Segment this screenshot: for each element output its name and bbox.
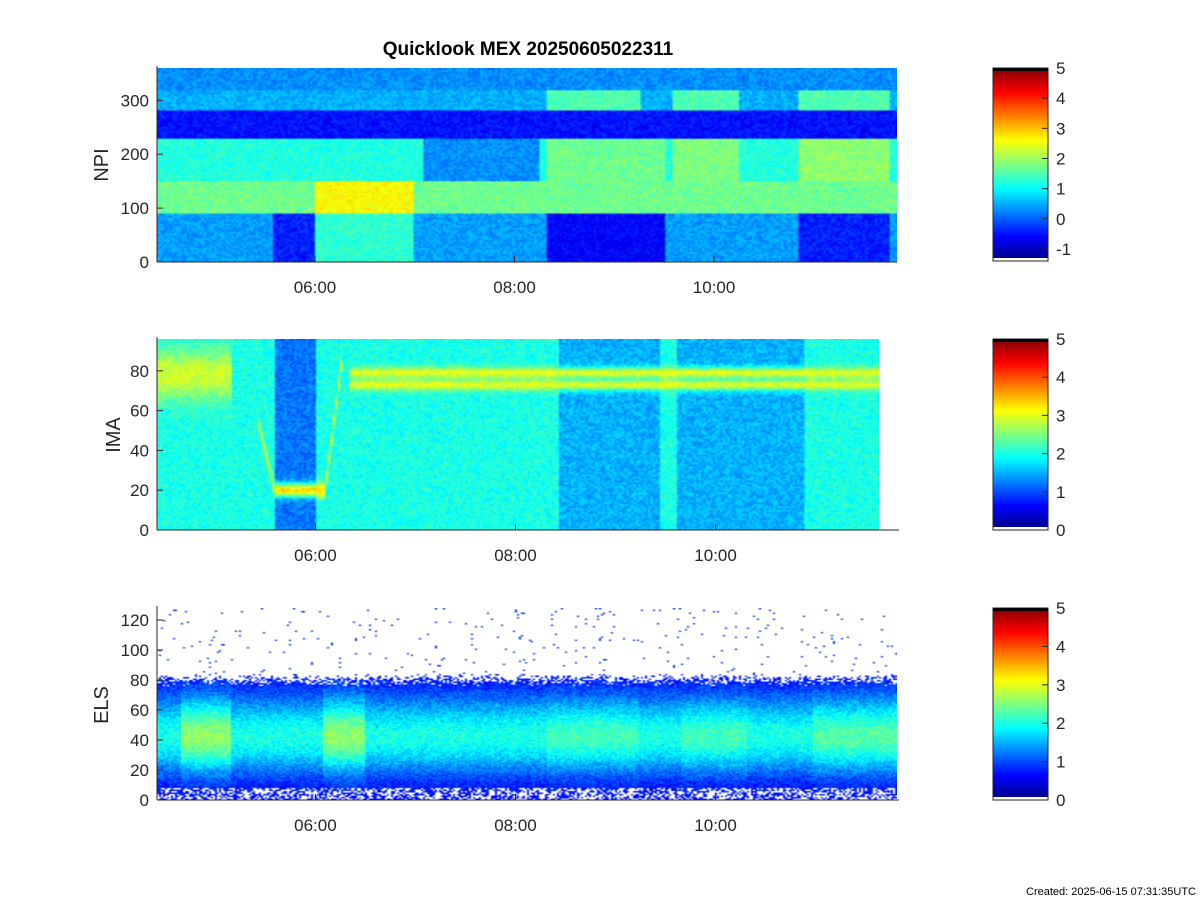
y-tick-label: 0: [140, 521, 149, 540]
colorbar-tick-label: 5: [1056, 330, 1065, 349]
y-tick-label: 0: [140, 253, 149, 272]
npi-axes: 0 100 200 300 06:00 08:00 10:00: [121, 66, 897, 297]
x-tick-label: 08:00: [494, 816, 537, 835]
colorbar-tick-label: 1: [1056, 753, 1065, 772]
y-tick-label: 20: [130, 761, 149, 780]
colorbar-tick-label: 2: [1056, 445, 1065, 464]
y-tick-label: 100: [121, 199, 149, 218]
y-tick-label: 100: [121, 641, 149, 660]
colorbar-tick-label: 1: [1056, 483, 1065, 502]
els-ylabel: ELS: [91, 686, 113, 724]
x-tick-label: 10:00: [694, 816, 737, 835]
figure-title: Quicklook MEX 20250605022311: [383, 39, 674, 60]
colorbar-top-cap: [993, 68, 1048, 71]
colorbar-tick-label: 5: [1056, 599, 1065, 618]
colorbar-tick-label: 2: [1056, 149, 1065, 168]
y-tick-label: 80: [130, 362, 149, 381]
x-tick-label: 08:00: [493, 278, 536, 297]
npi-spectrogram: [157, 68, 897, 262]
panel-els: 0 20 40 60 80 100 120 06:00 08:00 10:00 ELS 0 1 2 3 4…: [91, 599, 1065, 835]
colorbar-bottom-cap: [993, 258, 1048, 261]
colorbar-tick-label: 3: [1056, 119, 1065, 138]
els-axes: 0 20 40 60 80 100 120 06:00 08:00 10:00: [121, 606, 899, 835]
x-tick-label: 10:00: [694, 546, 737, 565]
y-tick-label: 80: [130, 671, 149, 690]
colorbar-bottom-cap: [993, 797, 1048, 800]
colorbar-gradient: [992, 338, 1049, 531]
x-tick-label: 06:00: [294, 278, 337, 297]
colorbar-tick-label: 2: [1056, 714, 1065, 733]
colorbar-tick-label: 1: [1056, 180, 1065, 199]
colorbar-tick-label: 4: [1056, 89, 1065, 108]
colorbar-tick-label: 0: [1056, 210, 1065, 229]
panel-ima: 0 20 40 60 80 06:00 08:00 10:00 IMA 0 1 2 3 4 5: [103, 330, 1065, 565]
colorbar-tick-label: 3: [1056, 406, 1065, 425]
els-spectrogram: [157, 608, 897, 800]
panel-npi: 0 100 200 300 06:00 08:00 10:00 NPI -1 0 1 2 3 4 5: [91, 59, 1071, 297]
y-tick-label: 60: [130, 701, 149, 720]
ima-axes: 0 20 40 60 80 06:00 08:00 10:00: [130, 337, 899, 565]
x-tick-label: 06:00: [294, 546, 337, 565]
ima-spectrogram: [157, 339, 879, 530]
y-tick-label: 40: [130, 441, 149, 460]
npi-colorbar: -1 0 1 2 3 4 5: [992, 59, 1071, 262]
y-tick-label: 0: [140, 791, 149, 810]
colorbar-tick-label: 4: [1056, 637, 1065, 656]
x-tick-label: 10:00: [693, 278, 736, 297]
colorbar-gradient: [992, 67, 1049, 262]
created-footer: Created: 2025-06-15 07:31:35UTC: [1026, 886, 1196, 898]
y-tick-label: 200: [121, 145, 149, 164]
x-tick-label: 06:00: [294, 816, 337, 835]
colorbar-tick-label: 0: [1056, 791, 1065, 810]
y-tick-label: 20: [130, 481, 149, 500]
colorbar-tick-label: 0: [1056, 521, 1065, 540]
colorbar-tick-label: 4: [1056, 368, 1065, 387]
colorbar-tick-label: -1: [1056, 240, 1071, 259]
y-tick-label: 300: [121, 91, 149, 110]
x-tick-label: 08:00: [494, 546, 537, 565]
els-colorbar: 0 1 2 3 4 5: [992, 599, 1065, 810]
y-tick-label: 60: [130, 402, 149, 421]
ima-ylabel: IMA: [103, 417, 125, 453]
colorbar-top-cap: [993, 608, 1048, 611]
y-tick-label: 120: [121, 611, 149, 630]
npi-ylabel: NPI: [91, 148, 113, 181]
colorbar-tick-label: 5: [1056, 59, 1065, 78]
colorbar-bottom-cap: [993, 527, 1048, 530]
colorbar-top-cap: [993, 339, 1048, 342]
colorbar-gradient: [992, 607, 1049, 801]
colorbar-tick-label: 3: [1056, 676, 1065, 695]
y-tick-label: 40: [130, 731, 149, 750]
ima-colorbar: 0 1 2 3 4 5: [992, 330, 1065, 540]
